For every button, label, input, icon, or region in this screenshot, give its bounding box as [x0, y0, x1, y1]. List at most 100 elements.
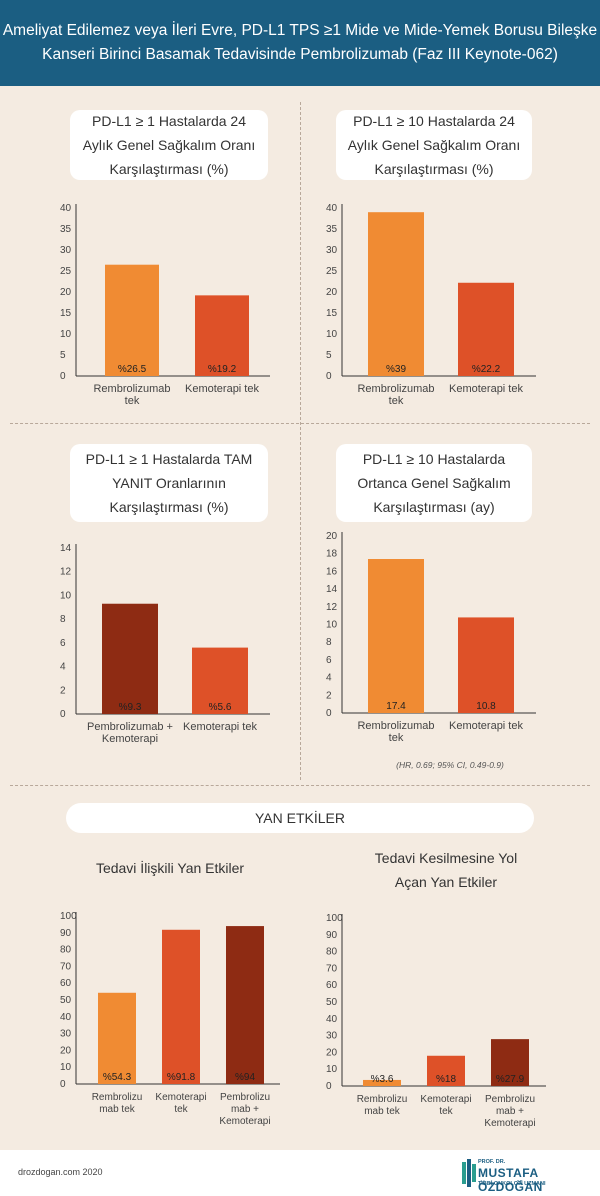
y-tick-label: 70	[326, 963, 338, 974]
y-tick-label: 0	[60, 371, 66, 382]
bar	[368, 559, 424, 713]
x-category-label: Kemoterapi tek	[449, 383, 523, 395]
y-tick-label: 20	[326, 531, 338, 542]
y-tick-label: 80	[326, 947, 338, 958]
y-tick-label: 100	[60, 911, 77, 922]
x-category-label: Rembrolizumab	[357, 720, 434, 732]
y-tick-label: 2	[60, 685, 66, 696]
y-tick-label: 0	[326, 708, 332, 719]
panel-3-title-line: YANIT Oranlarının	[112, 475, 226, 491]
x-category-label: mab +	[231, 1104, 259, 1115]
horizontal-divider	[10, 423, 590, 424]
chart-median-os: 0 2 4 6 8 10 12 14 16 18 20 17.4 Rembrolizumab tek 10.…	[316, 526, 546, 771]
panel-2-title-line: PD-L1 ≥ 10 Hastalarda 24	[353, 113, 515, 129]
panel-3-title: PD-L1 ≥ 1 Hastalarda TAM YANIT Oranların…	[70, 444, 268, 522]
bar	[102, 603, 158, 714]
chart-svg: 0102030405060708090100%3.6Rembrolizumab …	[326, 913, 546, 1129]
bar-value-label: %94	[235, 1072, 255, 1083]
y-tick-label: 6	[326, 655, 332, 666]
x-category-label: Kemoterapi	[420, 1094, 471, 1105]
chart-discontinuation-ae: 0 10 20 30 40 50 60 70 80 90 100 %3.6 Rembrolizu mab …	[316, 908, 556, 1143]
x-category-label: Rembrolizu	[92, 1092, 143, 1103]
side-effects-heading: YAN ETKİLER	[66, 803, 534, 833]
y-tick-label: 8	[60, 614, 66, 625]
bar	[368, 212, 424, 376]
bar-value-label: %54.3	[103, 1072, 132, 1083]
bar	[491, 1039, 529, 1086]
bar	[162, 929, 200, 1084]
bar	[226, 926, 264, 1084]
logo-subtitle: TIBBİ ONKOLOJİ UZMANI	[478, 1181, 546, 1187]
y-tick-label: 50	[326, 997, 338, 1008]
x-category-label: tek	[389, 395, 404, 407]
y-tick-label: 6	[60, 638, 66, 649]
bar-value-label: %27.9	[496, 1074, 525, 1085]
panel-4-title-line: Karşılaştırması (ay)	[373, 499, 495, 515]
bar	[427, 1055, 465, 1086]
panel-1-title-line: Aylık Genel Sağkalım Oranı	[82, 137, 256, 153]
x-category-label: Rembrolizumab	[357, 383, 434, 395]
y-tick-label: 5	[326, 350, 332, 361]
bar	[363, 1079, 401, 1086]
panel-2-title-line: Karşılaştırması (%)	[374, 161, 494, 177]
y-tick-label: 2	[326, 690, 332, 701]
chart-complete-response: 0 2 4 6 8 10 12 14 %9.3 Pembrolizumab + Kemoterapi…	[50, 538, 280, 748]
footer: drozdogan.com 2020 PROF. DR. MUSTAFA ÖZD…	[0, 1150, 600, 1196]
logo-name: MUSTAFA ÖZDOĞAN	[478, 1166, 543, 1194]
panel-4-title-line: Ortanca Genel Sağkalım	[357, 475, 511, 491]
logo-mark-icon	[462, 1159, 476, 1187]
y-tick-label: 18	[326, 549, 338, 560]
y-tick-label: 40	[60, 203, 72, 214]
y-tick-label: 40	[326, 1014, 338, 1025]
bar-value-label: %91.8	[167, 1072, 196, 1083]
hazard-ratio-note: (HR, 0.69; 95% CI, 0.49-0.9)	[396, 760, 504, 770]
panel-6-title-line: Açan Yan Etkiler	[394, 874, 498, 890]
panel-4-title: PD-L1 ≥ 10 Hastalarda Ortanca Genel Sağk…	[336, 444, 532, 522]
logo-prefix: PROF. DR.	[478, 1159, 506, 1165]
bar-value-label: 10.8	[476, 701, 496, 712]
x-category-label: Rembrolizu	[357, 1094, 408, 1105]
y-tick-label: 12	[60, 567, 72, 578]
y-tick-label: 16	[326, 566, 338, 577]
bar-value-label: %39	[386, 364, 406, 375]
x-category-label: tek	[389, 732, 404, 744]
y-tick-label: 90	[326, 930, 338, 941]
y-tick-label: 10	[326, 329, 338, 340]
x-category-label: Pembrolizu	[485, 1094, 535, 1105]
x-category-label: mab tek	[99, 1104, 136, 1115]
header-title-line1: Ameliyat Edilemez veya İleri Evre, PD-L1…	[2, 22, 598, 39]
y-tick-label: 25	[326, 266, 338, 277]
panel-5-title: Tedavi İlişkili Yan Etkiler	[50, 856, 290, 880]
y-tick-label: 30	[60, 1029, 72, 1040]
bar-value-label: %5.6	[209, 702, 232, 713]
y-tick-label: 14	[60, 543, 72, 554]
bar	[458, 282, 514, 376]
section-divider	[10, 785, 590, 786]
x-category-label: Kemoterapi	[102, 733, 158, 745]
vertical-divider	[300, 102, 301, 780]
y-tick-label: 30	[326, 245, 338, 256]
y-tick-label: 40	[326, 203, 338, 214]
header-banner: Ameliyat Edilemez veya İleri Evre, PD-L1…	[0, 0, 600, 86]
bar	[98, 992, 136, 1084]
y-tick-label: 5	[60, 350, 66, 361]
header-title-line2: Kanseri Birinci Basamak Tedavisinde Pemb…	[42, 46, 558, 63]
y-tick-label: 35	[326, 224, 338, 235]
y-tick-label: 90	[60, 928, 72, 939]
y-tick-label: 40	[60, 1012, 72, 1023]
bar	[195, 295, 249, 376]
y-tick-label: 100	[326, 913, 343, 924]
y-tick-label: 8	[326, 637, 332, 648]
x-category-label: Kemoterapi	[484, 1118, 535, 1129]
y-tick-label: 50	[60, 995, 72, 1006]
footer-site: drozdogan.com 2020	[18, 1167, 103, 1177]
x-category-label: Pembrolizu	[220, 1092, 270, 1103]
chart-treatment-related-ae: 0 10 20 30 40 50 60 70 80 90 100 %54.3 Rembrolizu mab…	[50, 904, 290, 1139]
bar-value-label: %19.2	[208, 364, 237, 375]
y-tick-label: 14	[326, 584, 338, 595]
x-category-label: Kemoterapi tek	[449, 720, 523, 732]
panel-1-title-line: Karşılaştırması (%)	[109, 161, 229, 177]
y-tick-label: 10	[326, 1064, 338, 1075]
